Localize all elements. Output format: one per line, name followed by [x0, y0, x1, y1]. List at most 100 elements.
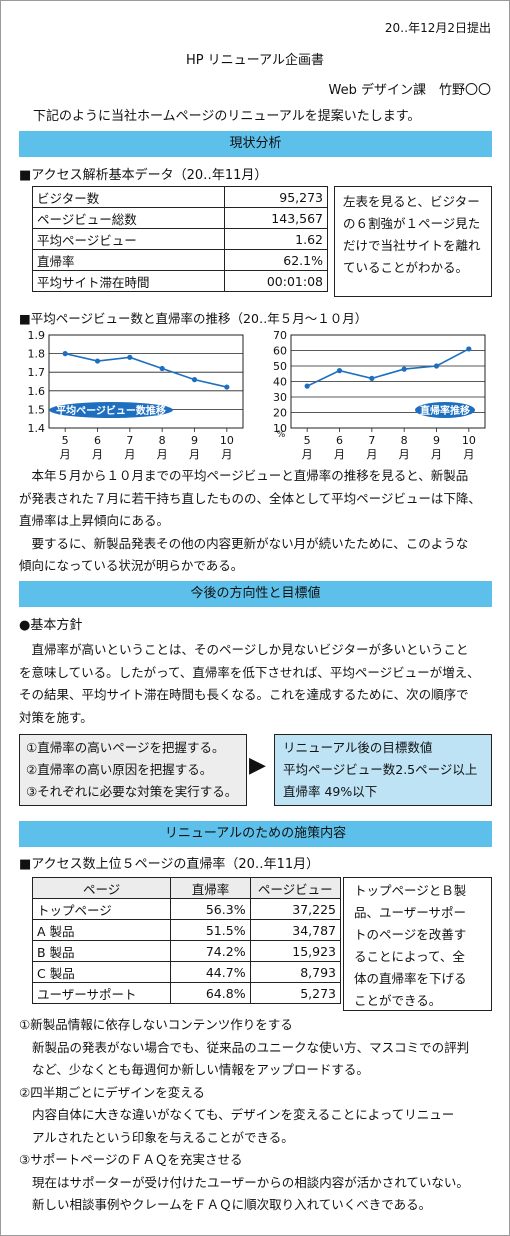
target-item: 直帰率 49%以下 — [283, 784, 378, 799]
data-point — [401, 366, 407, 372]
row-label: ビジター数 — [31, 186, 226, 208]
y-tick-label: 1.9 — [28, 329, 46, 342]
data-point — [159, 365, 165, 372]
comment-line: トップページとＢ製 — [354, 883, 467, 898]
row-value: 143,567 — [224, 207, 328, 229]
measure-body: など、少なくとも毎週何か新しい情報をアップロードする。 — [32, 1062, 369, 1077]
x-tick-label: 月 — [92, 448, 103, 461]
top-pages-table: ページ 直帰率 ページビュー トップページ 56.3% 37,225 A 製品 51.5… — [31, 877, 342, 1004]
x-tick-label: 月 — [221, 448, 232, 461]
steps-box: ①直帰率の高いページを把握する。 ②直帰率の高い原因を把握する。 ③それぞれに必… — [19, 734, 247, 806]
measure-body: 現在はサポーターが受け付けたユーザーからの相談内容が活かされていない。 — [32, 1174, 469, 1190]
row-label: 平均ページビュー — [31, 228, 226, 250]
paragraph-line: 傾向になっている状況が明らかである。 — [19, 558, 244, 573]
y-tick-label: 1.4 — [28, 422, 46, 435]
x-tick-label: 9 — [191, 434, 198, 447]
paragraph-line: を意味している。したがって、直帰率を低下させれば、平均ページビューが増え、 — [19, 664, 480, 680]
basic-policy-heading: ●基本方針 — [19, 618, 83, 633]
data-point — [466, 346, 472, 352]
data-point — [369, 375, 375, 381]
x-tick-label: 10 — [220, 434, 234, 447]
data-point — [433, 363, 440, 369]
access-table-title: ■アクセス解析基本データ（20‥年11月） — [19, 168, 268, 183]
target-item: 平均ページビュー数2.5ページ以上 — [283, 762, 478, 777]
cell-pv: 15,923 — [249, 940, 342, 962]
measure-title: ②四半期ごとにデザインを変える — [19, 1084, 205, 1100]
cell-pv: 37,225 — [249, 898, 342, 920]
pageview-chart: 1.41.51.61.71.81.95月6月7月8月9月10月平均ページビュー数… — [28, 329, 244, 461]
policy-paragraph: 直帰率が高いということは、そのページしか見ないビジターが多いということ を意味し… — [19, 639, 494, 729]
paragraph-line: 本年５月から１０月までの平均ページビューと直帰率の推移を見ると、新製品 — [19, 468, 469, 483]
data-point — [191, 377, 198, 383]
step-item: ①直帰率の高いページを把握する。 — [26, 740, 225, 755]
table-row: B 製品 74.2% 15,923 — [31, 940, 342, 962]
x-tick-label: 7 — [126, 434, 133, 447]
comment-line: トのページを改善す — [354, 927, 467, 942]
x-tick-label: 5 — [62, 434, 69, 447]
row-label: 平均サイト滞在時間 — [31, 270, 226, 292]
data-point — [94, 358, 101, 364]
row-label: ページビュー総数 — [31, 207, 226, 229]
y-unit-label: % — [277, 430, 286, 440]
measures-comment: トップページとＢ製 品、ユーザーサポー トのページを改善す ることによって、全 … — [343, 877, 492, 1011]
step-item: ②直帰率の高い原因を把握する。 — [26, 762, 213, 777]
paragraph-line: 対策を施す。 — [19, 709, 93, 725]
legend-ellipse — [49, 402, 173, 418]
y-tick-label: 40 — [273, 376, 287, 389]
cell-pv: 34,787 — [249, 919, 342, 941]
y-tick-label: 1.7 — [28, 366, 46, 379]
analysis-paragraph: 本年５月から１０月までの平均ページビューと直帰率の推移を見ると、新製品 が発表さ… — [19, 465, 494, 578]
x-tick-label: 8 — [401, 434, 408, 447]
table-row: 直帰率 62.1% — [31, 249, 328, 271]
column-header: ページビュー — [249, 877, 342, 899]
section-heading-analysis: 現状分析 — [19, 131, 492, 157]
paragraph-line: その結果、平均サイト滞在時間も長くなる。これを達成するために、次の順序で — [19, 687, 469, 702]
paragraph-line: 直帰率は上昇傾向にある。 — [19, 513, 170, 528]
table-row: A 製品 51.5% 34,787 — [31, 919, 342, 941]
series-label: 平均ページビュー数推移 — [56, 404, 166, 417]
comment-line: ることによって、全 — [354, 949, 465, 964]
table-row: 平均ページビュー 1.62 — [31, 228, 328, 250]
row-value: 1.62 — [224, 228, 328, 250]
row-value: 00:01:08 — [224, 270, 328, 292]
x-tick-label: 月 — [366, 448, 377, 461]
x-tick-label: 5 — [304, 434, 311, 447]
paragraph-line: 直帰率が高いということは、そのページしか見ないビジターが多いということ — [19, 642, 469, 657]
measure-body: 内容自体に大きな違いがなくても、デザインを変えることによってリニュー — [32, 1107, 455, 1122]
cell-page: トップページ — [31, 898, 172, 920]
y-tick-label: 50 — [273, 360, 287, 373]
x-tick-label: 9 — [433, 434, 440, 447]
author: Web デザイン課 竹野〇〇 — [328, 83, 491, 98]
comment-line: 体の直帰率を下げる — [354, 971, 467, 986]
column-header: ページ — [31, 877, 172, 899]
section-heading-measures: リニューアルのための施策内容 — [19, 821, 492, 847]
target-box: リニューアル後の目標数値 平均ページビュー数2.5ページ以上 直帰率 49%以下 — [274, 734, 492, 806]
cell-rate: 64.8% — [170, 982, 251, 1004]
chart-title: ■平均ページビュー数と直帰率の推移（20‥年５月～１０月） — [19, 311, 368, 326]
series-line — [64, 352, 228, 388]
data-point — [304, 383, 310, 389]
data-point — [224, 384, 230, 390]
cell-pv: 8,793 — [249, 961, 342, 983]
section-heading-direction: 今後の方向性と目標値 — [19, 581, 492, 607]
cell-rate: 51.5% — [170, 919, 251, 941]
table-row: ビジター数 95,273 — [31, 186, 328, 208]
comment-line: ていることがわかる。 — [343, 260, 469, 275]
x-tick-label: 月 — [189, 448, 200, 461]
access-data-table: ビジター数 95,273 ページビュー総数 143,567 平均ページビュー 1.62 直帰… — [31, 186, 328, 292]
cell-page: ユーザーサポート — [31, 982, 172, 1004]
x-tick-label: 7 — [368, 434, 375, 447]
y-tick-label: 1.6 — [28, 385, 46, 398]
table-row: ページビュー総数 143,567 — [31, 207, 328, 229]
measure-title: ③サポートページのＦＡＱを充実させる — [19, 1152, 243, 1167]
data-point — [127, 354, 133, 360]
table-row: 平均サイト滞在時間 00:01:08 — [31, 270, 328, 292]
cell-rate: 74.2% — [170, 940, 251, 962]
y-tick-label: 20 — [273, 407, 287, 420]
x-tick-label: 月 — [399, 448, 410, 461]
y-tick-label: 60 — [273, 345, 287, 358]
cell-pv: 5,273 — [249, 982, 342, 1004]
x-tick-label: 月 — [431, 448, 442, 461]
series-line — [306, 348, 470, 387]
x-tick-label: 月 — [334, 448, 345, 461]
